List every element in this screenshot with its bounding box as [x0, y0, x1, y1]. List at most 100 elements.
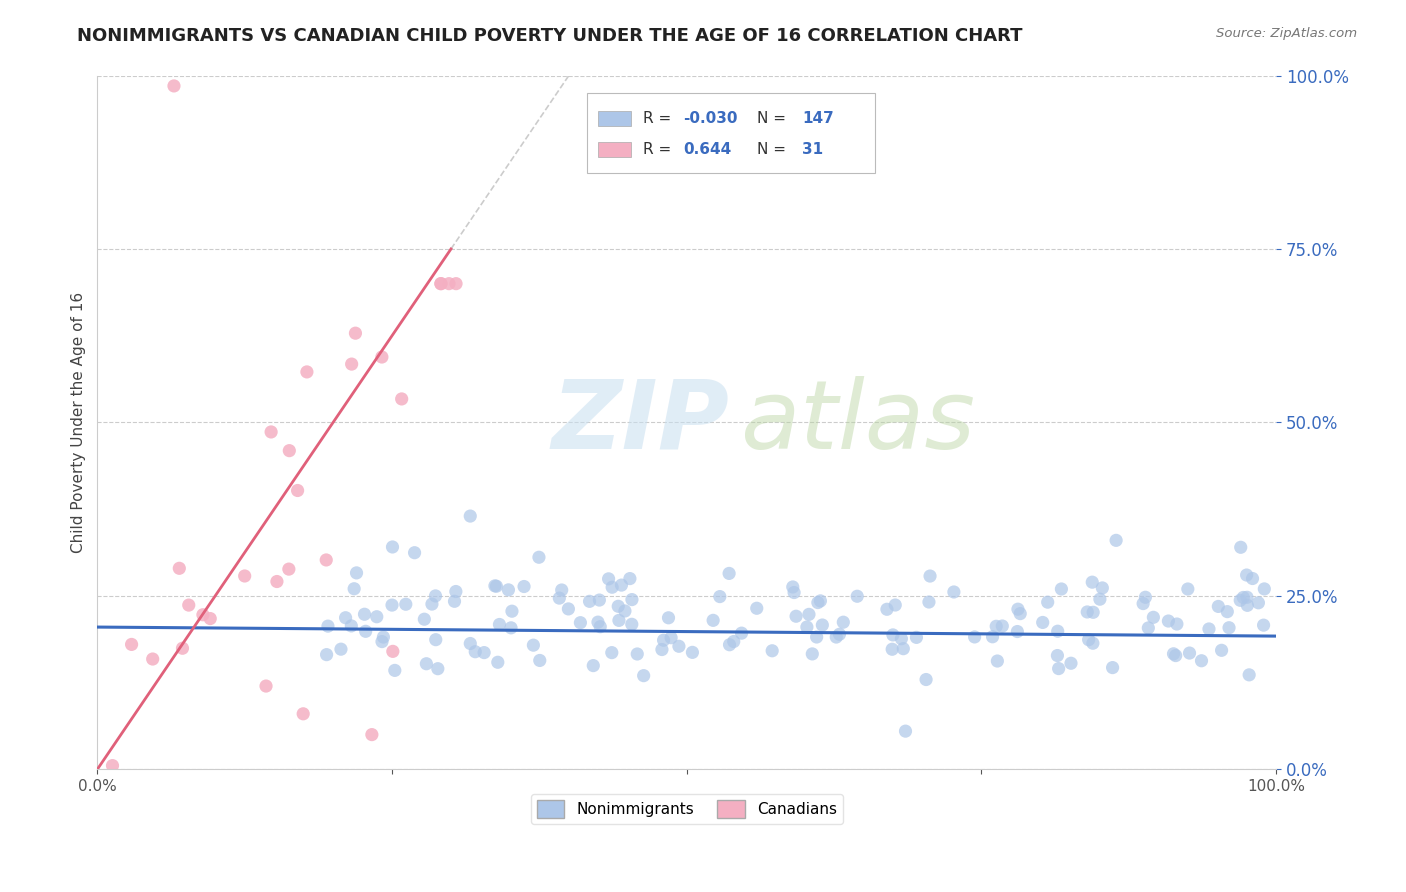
Point — [415, 657, 437, 671]
Point — [391, 392, 413, 406]
Point — [420, 597, 443, 611]
FancyBboxPatch shape — [599, 142, 631, 157]
Point — [718, 566, 741, 581]
Point — [785, 609, 807, 624]
Point — [620, 592, 643, 607]
Point — [529, 653, 551, 667]
Point — [586, 615, 609, 629]
Point — [381, 644, 404, 658]
Point — [598, 572, 620, 586]
Point — [278, 443, 301, 458]
Point — [915, 673, 938, 687]
Text: 31: 31 — [803, 142, 824, 157]
Point — [527, 550, 550, 565]
Point — [437, 277, 460, 291]
Point — [651, 642, 673, 657]
Point — [1236, 591, 1258, 605]
Point — [458, 636, 481, 650]
Point — [163, 78, 186, 93]
Point — [354, 624, 377, 639]
Point — [426, 662, 449, 676]
Point — [1236, 568, 1258, 582]
Point — [443, 594, 465, 608]
Point — [723, 634, 745, 648]
Point — [1253, 582, 1275, 596]
Point — [1088, 592, 1111, 607]
Point — [569, 615, 592, 630]
Point — [1046, 624, 1069, 639]
Point — [117, 794, 139, 808]
Point — [1076, 605, 1098, 619]
Point — [444, 277, 467, 291]
Point — [652, 633, 675, 648]
Point — [1229, 541, 1251, 555]
Point — [806, 630, 828, 644]
Point — [360, 728, 382, 742]
Point — [200, 611, 222, 625]
Point — [413, 612, 436, 626]
Point — [811, 618, 834, 632]
Point — [884, 598, 907, 612]
Point — [832, 615, 855, 630]
Point — [797, 607, 820, 622]
Point — [1135, 591, 1157, 605]
Point — [381, 540, 404, 554]
Point — [1105, 533, 1128, 548]
Point — [891, 641, 914, 656]
Point — [430, 277, 453, 291]
Point — [373, 630, 395, 644]
Point — [464, 645, 486, 659]
Y-axis label: Child Poverty Under the Age of 16: Child Poverty Under the Age of 16 — [72, 292, 86, 553]
Point — [942, 585, 965, 599]
Point — [404, 546, 426, 560]
Point — [371, 350, 394, 364]
Point — [761, 644, 783, 658]
Point — [1137, 621, 1160, 635]
Point — [118, 772, 141, 786]
Point — [548, 591, 571, 606]
Point — [1046, 648, 1069, 663]
Point — [745, 601, 768, 615]
Point — [828, 627, 851, 641]
Point — [340, 619, 363, 633]
Point — [894, 724, 917, 739]
Point — [991, 619, 1014, 633]
Point — [172, 641, 194, 656]
Point — [578, 594, 600, 608]
Text: -0.030: -0.030 — [683, 111, 738, 126]
Point — [668, 640, 690, 654]
Point — [522, 638, 544, 652]
Point — [498, 582, 520, 597]
Point — [353, 607, 375, 622]
Point — [430, 277, 453, 291]
Point — [1191, 654, 1213, 668]
Point — [1007, 624, 1029, 639]
Point — [266, 574, 288, 589]
Point — [681, 645, 703, 659]
Point — [607, 614, 630, 628]
Point — [260, 425, 283, 439]
Point — [1229, 593, 1251, 607]
Point — [582, 658, 605, 673]
Point — [882, 628, 904, 642]
Point — [484, 579, 506, 593]
Point — [1081, 575, 1104, 590]
Point — [610, 578, 633, 592]
Point — [810, 594, 832, 608]
Point — [488, 617, 510, 632]
Point — [1208, 599, 1230, 614]
Point — [101, 758, 124, 772]
Point — [796, 620, 818, 634]
Point — [425, 589, 447, 603]
Point — [730, 626, 752, 640]
Point — [846, 589, 869, 603]
Point — [1163, 647, 1185, 661]
Point — [613, 604, 636, 618]
Point — [1047, 662, 1070, 676]
Point — [626, 647, 648, 661]
Text: atlas: atlas — [740, 376, 974, 469]
Point — [1060, 657, 1083, 671]
Point — [876, 602, 898, 616]
Point — [905, 631, 928, 645]
Point — [1050, 582, 1073, 596]
